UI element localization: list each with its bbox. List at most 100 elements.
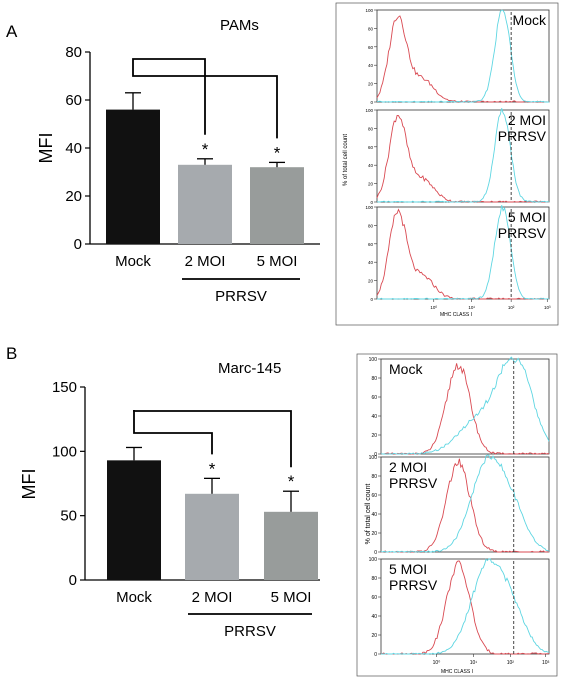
histogram-x-tick-label: 10⁰ [430, 305, 437, 310]
mhc-class-i-curve [376, 9, 549, 103]
histogram-y-tick-label: 60 [371, 395, 377, 401]
bar-2-moi [185, 493, 239, 580]
histogram-x-tick-label: 10³ [542, 660, 550, 666]
y-tick-label: 60 [65, 92, 82, 109]
mhc-class-i-curve [376, 108, 550, 203]
histogram-facet-label: PRRSV [389, 577, 438, 593]
panel-a-label: A [6, 22, 18, 41]
comparison-bracket [133, 410, 292, 468]
histogram-y-tick-label: 20 [371, 633, 377, 639]
histogram-y-tick-label: 100 [365, 108, 373, 113]
y-tick-label: 80 [65, 44, 82, 61]
panel-a-histo-x-label: MHC CLASS I [440, 312, 472, 318]
mock-isotype-curve [376, 115, 549, 203]
significance-star: * [288, 472, 295, 491]
comparison-bracket [132, 58, 206, 135]
bar-mock [106, 109, 160, 244]
histogram-y-tick-label: 100 [369, 455, 378, 461]
histogram-y-tick-label: 20 [371, 433, 377, 439]
panel-b-histo-y-label: % of total cell count [365, 484, 372, 545]
significance-star: * [274, 143, 281, 162]
mhc-class-i-curve [381, 558, 549, 655]
histogram-facet-label: 5 MOI [508, 209, 546, 225]
histogram-y-tick-label: 0 [374, 652, 377, 658]
histogram-facet-label: Mock [513, 12, 547, 28]
group-label: PRRSV [224, 623, 276, 640]
histogram-frame [380, 558, 550, 655]
histogram-facet-label: 2 MOI [508, 112, 546, 128]
histogram-facet-label: PRRSV [498, 128, 547, 144]
panel-a-title: PAMs [220, 17, 259, 34]
histogram-y-tick-label: 60 [371, 595, 377, 601]
histogram-x-tick-label: 10⁰ [433, 660, 441, 666]
histogram-y-tick-label: 80 [371, 576, 377, 582]
y-tick-label: 40 [65, 140, 82, 157]
panel-b-label: B [6, 344, 17, 363]
histogram-y-tick-label: 100 [365, 8, 373, 13]
x-tick-label: 2 MOI [192, 589, 233, 606]
histogram-y-tick-label: 80 [368, 26, 374, 31]
histogram-y-tick-label: 0 [374, 452, 377, 458]
histogram-y-tick-label: 20 [371, 531, 377, 537]
histogram-facet-label: 5 MOI [389, 561, 427, 577]
x-tick-label: Mock [116, 589, 152, 606]
histogram-y-tick-label: 60 [368, 45, 374, 50]
significance-star: * [209, 459, 216, 478]
histogram-y-tick-label: 40 [368, 260, 374, 265]
panel-b-bar-chart: B Marc-145 MFI 0 50 100 150 Mock 2 MOI * 5 MOI… [6, 344, 320, 640]
y-tick-label: 0 [69, 572, 77, 589]
mhc-class-i-curve [377, 205, 550, 300]
histogram-y-tick-label: 100 [365, 205, 373, 210]
histogram-y-tick-label: 40 [368, 63, 374, 68]
comparison-bracket [132, 66, 278, 139]
panel-a-histo-y-label: % of total cell count [343, 134, 349, 186]
mhc-class-i-curve [380, 454, 550, 553]
histogram-y-tick-label: 80 [371, 474, 377, 480]
panel-a-histograms: % of total cell count MHC CLASS I 0 20 40 6… [335, 2, 559, 326]
histogram-x-tick-label: 10³ [544, 305, 551, 310]
x-tick-label: 2 MOI [185, 253, 226, 270]
histogram-x-tick-label: 10¹ [470, 660, 478, 666]
bar-5-moi [264, 511, 318, 580]
histogram-facet-label: PRRSV [498, 225, 547, 241]
histogram-facet-label: PRRSV [389, 475, 438, 491]
histogram-y-tick-label: 100 [369, 357, 378, 363]
histogram-frame [376, 206, 550, 300]
histogram-y-tick-label: 60 [371, 493, 377, 499]
histogram-x-tick-label: 10¹ [468, 305, 475, 310]
panel-a-bar-chart: A PAMs MFI 0 20 40 60 80 Mock 2 MOI * 5 MOI * PRR… [6, 17, 320, 305]
y-tick-label: 50 [60, 508, 77, 525]
histogram-x-tick-label: 10² [507, 660, 515, 666]
panel-b-histo-x-label: MHC CLASS I [441, 669, 473, 675]
histogram-y-tick-label: 60 [368, 242, 374, 247]
histogram-y-tick-label: 80 [368, 223, 374, 228]
mhc-class-i-curve [380, 356, 550, 455]
histogram-y-tick-label: 40 [368, 163, 374, 168]
x-tick-label: 5 MOI [271, 589, 312, 606]
histogram-y-tick-label: 20 [368, 279, 374, 284]
y-tick-label: 0 [74, 236, 82, 253]
histogram-x-tick-label: 10² [508, 305, 515, 310]
y-tick-label: 20 [65, 188, 82, 205]
histogram-y-tick-label: 0 [374, 550, 377, 556]
mock-isotype-curve [376, 208, 549, 300]
panel-b-title: Marc-145 [218, 360, 281, 377]
histogram-y-tick-label: 0 [370, 100, 373, 105]
histogram-y-tick-label: 20 [368, 182, 374, 187]
histogram-y-tick-label: 60 [368, 145, 374, 150]
comparison-bracket [133, 410, 213, 455]
x-tick-label: Mock [115, 253, 151, 270]
bar-5-moi [250, 167, 304, 244]
group-label: PRRSV [215, 288, 267, 305]
histogram-facet-label: 2 MOI [389, 459, 427, 475]
histogram-y-tick-label: 0 [370, 297, 373, 302]
significance-star: * [202, 140, 209, 159]
histogram-frame [376, 109, 550, 203]
panel-b-histograms: % of total cell count MHC CLASS I 0 20 40 6… [356, 353, 558, 677]
mock-isotype-curve [380, 363, 550, 455]
histogram-facet-label: Mock [389, 361, 423, 377]
histogram-y-tick-label: 40 [371, 512, 377, 518]
bar-mock [107, 460, 161, 580]
bar-2-moi [178, 164, 232, 244]
